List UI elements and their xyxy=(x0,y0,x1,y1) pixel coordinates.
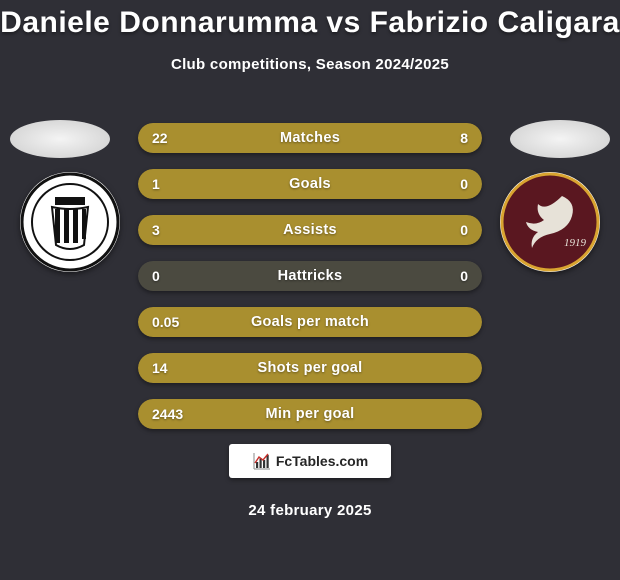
club-crest-left xyxy=(20,172,120,272)
stat-row: 30Assists xyxy=(138,215,482,245)
stat-label: Shots per goal xyxy=(138,353,482,383)
stat-row: 14Shots per goal xyxy=(138,353,482,383)
club-crest-right: 1919 xyxy=(500,172,600,272)
stat-row: 228Matches xyxy=(138,123,482,153)
logo-text: FcTables.com xyxy=(276,453,368,469)
stat-label: Assists xyxy=(138,215,482,245)
stat-row: 00Hattricks xyxy=(138,261,482,291)
chart-icon xyxy=(252,451,272,471)
stat-row: 2443Min per goal xyxy=(138,399,482,429)
stat-label: Min per goal xyxy=(138,399,482,429)
stat-label: Hattricks xyxy=(138,261,482,291)
player-photo-left xyxy=(10,120,110,158)
stats-bars: 228Matches 10Goals 30Assists 00Hattricks 0.0… xyxy=(138,123,482,445)
stat-label: Matches xyxy=(138,123,482,153)
stat-label: Goals per match xyxy=(138,307,482,337)
subtitle: Club competitions, Season 2024/2025 xyxy=(0,56,620,73)
fctables-logo: FcTables.com xyxy=(229,444,391,478)
date-text: 24 february 2025 xyxy=(0,502,620,519)
player-photo-right xyxy=(510,120,610,158)
stat-row: 0.05Goals per match xyxy=(138,307,482,337)
stat-label: Goals xyxy=(138,169,482,199)
page-title: Daniele Donnarumma vs Fabrizio Caligara xyxy=(0,0,620,40)
svg-text:1919: 1919 xyxy=(564,237,587,249)
stat-row: 10Goals xyxy=(138,169,482,199)
